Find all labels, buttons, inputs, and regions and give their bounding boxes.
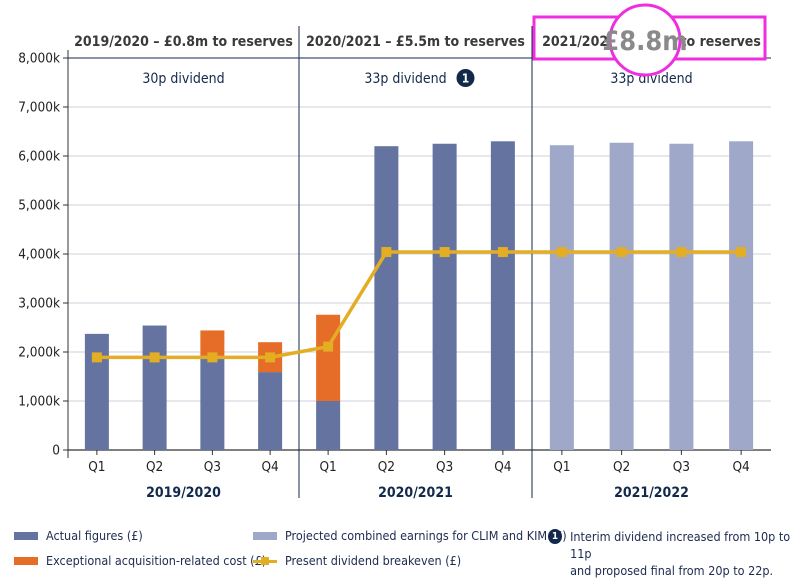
legend-label-projected: Projected combined earnings for CLIM and… — [285, 528, 567, 543]
group-label: 2021/2022 — [614, 485, 689, 501]
breakeven-marker — [91, 352, 102, 363]
bar-projected — [609, 142, 634, 450]
x-tick-label: Q3 — [436, 459, 453, 475]
group-header: 2020/2021 – £5.5m to reserves — [306, 34, 525, 50]
note-number-badge: 1 — [548, 529, 563, 544]
legend-swatch-breakeven — [253, 556, 277, 566]
legend-label-actual: Actual figures (£) — [46, 528, 143, 543]
bar-exceptional — [316, 314, 341, 401]
y-tick-label: 8,000k — [18, 51, 60, 67]
legend-item-breakeven: Present dividend breakeven (£) — [253, 553, 461, 568]
bar-actual — [200, 356, 225, 450]
breakeven-marker — [439, 247, 450, 258]
breakeven-marker — [149, 352, 160, 363]
dividend-badge-number: 1 — [462, 72, 470, 86]
x-tick-label: Q4 — [732, 459, 750, 475]
highlight-circle — [608, 3, 682, 77]
legend-swatch-projected — [253, 531, 277, 540]
x-tick-label: Q1 — [319, 459, 336, 475]
legend: Actual figures (£) Exceptional acquisiti… — [0, 518, 800, 580]
y-tick-label: 7,000k — [18, 100, 60, 116]
note-text: Interim dividend increased from 10p to 1… — [570, 528, 800, 579]
bar-actual — [258, 372, 283, 450]
y-tick-label: 6,000k — [18, 149, 60, 165]
breakeven-marker — [676, 247, 687, 258]
dividend-label: 33p dividend — [610, 71, 692, 87]
y-tick-label: 0 — [52, 443, 60, 459]
bar-actual — [490, 141, 515, 451]
bar-actual — [374, 146, 399, 450]
legend-item-projected: Projected combined earnings for CLIM and… — [253, 528, 567, 543]
y-tick-label: 4,000k — [18, 247, 60, 263]
y-tick-label: 5,000k — [18, 198, 60, 214]
legend-item-exceptional: Exceptional acquisition-related cost (£) — [14, 553, 266, 568]
x-tick-label: Q2 — [146, 459, 163, 475]
breakeven-marker — [736, 247, 747, 258]
legend-label-breakeven: Present dividend breakeven (£) — [285, 553, 462, 568]
breakeven-marker — [265, 352, 276, 363]
highlight-value: £8.8m — [602, 26, 687, 57]
breakeven-marker — [323, 341, 334, 352]
y-tick-label: 1,000k — [18, 394, 60, 410]
dividend-label: 33p dividend — [364, 71, 446, 87]
legend-item-actual: Actual figures (£) — [14, 528, 143, 543]
dividend-label: 30p dividend — [142, 71, 224, 87]
x-tick-label: Q2 — [378, 459, 395, 475]
breakeven-marker — [556, 247, 567, 258]
x-tick-label: Q4 — [261, 459, 279, 475]
legend-swatch-actual — [14, 531, 38, 540]
bar-actual — [432, 143, 457, 450]
x-tick-label: Q2 — [613, 459, 630, 475]
group-label: 2019/2020 — [146, 485, 221, 501]
x-tick-label: Q3 — [204, 459, 221, 475]
breakeven-marker — [207, 352, 218, 363]
legend-swatch-exceptional — [14, 556, 38, 565]
bar-projected — [669, 143, 694, 450]
y-tick-label: 2,000k — [18, 345, 60, 361]
note-line-2: and proposed final from 20p to 22p. — [570, 563, 774, 578]
x-tick-label: Q3 — [673, 459, 690, 475]
breakeven-marker — [616, 247, 627, 258]
group-header: 2019/2020 – £0.8m to reserves — [74, 34, 293, 50]
legend-label-exceptional: Exceptional acquisition-related cost (£) — [46, 553, 267, 568]
breakeven-marker — [381, 247, 392, 258]
bar-actual — [316, 401, 341, 450]
x-tick-label: Q1 — [553, 459, 570, 475]
group-label: 2020/2021 — [378, 485, 453, 501]
bar-projected — [549, 145, 574, 450]
dividend-note: 1 Interim dividend increased from 10p to… — [548, 528, 800, 579]
note-line-1: Interim dividend increased from 10p to 1… — [570, 529, 791, 561]
x-tick-label: Q1 — [88, 459, 105, 475]
x-tick-label: Q4 — [494, 459, 512, 475]
dividend-badge — [456, 69, 475, 87]
dividend-chart: 0 1,000k 2,000k 3,000k 4,000k 5,000k 6,000k 7,0… — [18, 3, 771, 501]
bar-projected — [729, 141, 754, 451]
breakeven-marker — [497, 247, 508, 258]
y-tick-label: 3,000k — [18, 296, 60, 312]
breakeven-line — [96, 250, 742, 360]
bar-actual — [142, 325, 167, 450]
bar-actual — [84, 333, 109, 450]
